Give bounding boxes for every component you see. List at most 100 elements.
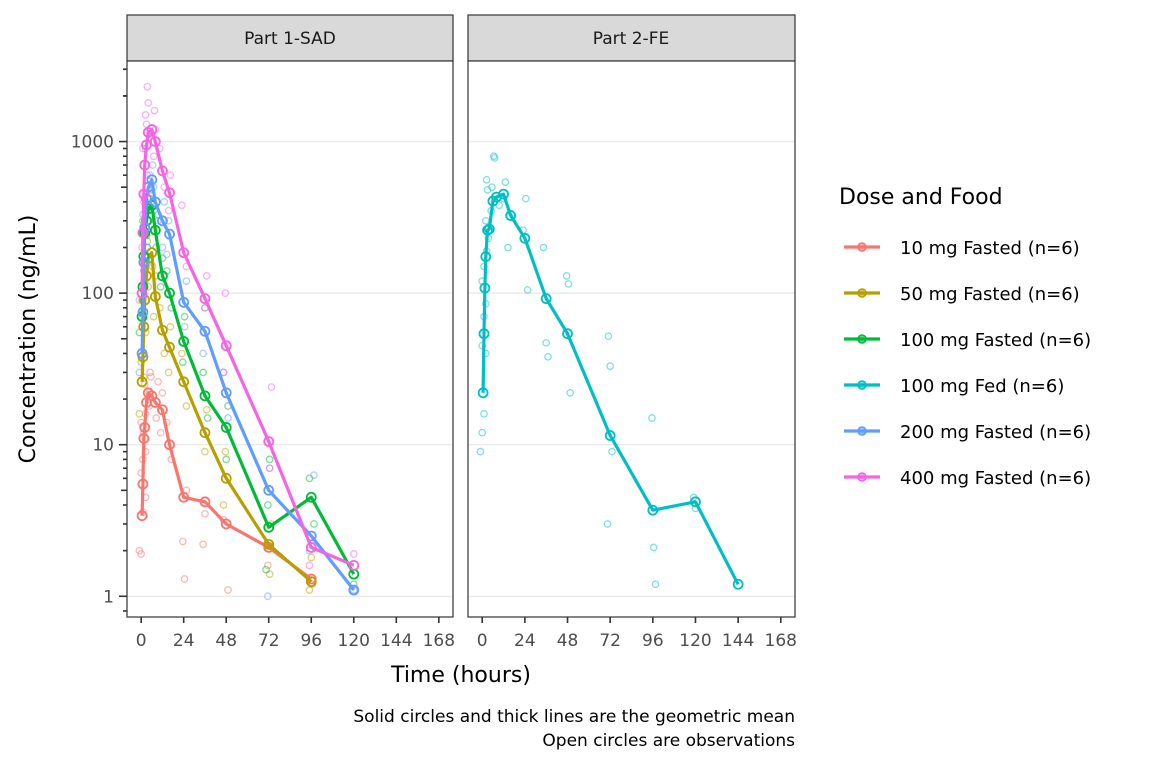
mean-point	[732, 578, 744, 590]
mean-line	[140, 128, 355, 567]
observation-point	[521, 194, 530, 203]
mean-point	[164, 287, 175, 299]
mean-point	[263, 538, 275, 550]
x-tick-label: 144	[722, 631, 754, 651]
legend-label: 400 mg Fasted (n=6)	[900, 468, 1091, 489]
observation-point	[649, 543, 658, 552]
mean-point	[348, 584, 360, 596]
observation-point	[203, 414, 212, 422]
mean-point	[157, 404, 168, 416]
mean-point	[483, 223, 495, 235]
mean-point	[482, 224, 493, 236]
observation-point	[305, 561, 314, 570]
mean-point	[348, 559, 360, 571]
observation-point	[141, 111, 150, 119]
mean-point	[149, 136, 161, 147]
observation-point	[310, 520, 318, 528]
mean-point	[136, 287, 148, 299]
mean-point	[157, 324, 168, 336]
observation-point	[480, 409, 488, 418]
observation-point	[221, 447, 230, 456]
legend-entry: 400 mg Fasted (n=6)	[844, 468, 1091, 489]
legend-entry: 100 mg Fasted (n=6)	[844, 330, 1091, 351]
mean-point	[263, 521, 275, 533]
mean-point	[136, 348, 148, 359]
x-tick-label: 0	[136, 631, 147, 651]
x-axis-part1: 0 24 48 72 96 120 144 168	[136, 617, 455, 651]
observation-point	[349, 550, 358, 558]
mean-point	[136, 376, 148, 388]
y-tick-label: 100	[82, 284, 114, 304]
x-tick-label: 96	[642, 631, 664, 651]
legend-key-point	[857, 380, 867, 390]
observation-point	[135, 409, 144, 418]
observation-point	[482, 175, 491, 184]
observation-point	[178, 358, 187, 367]
observation-point	[310, 471, 318, 479]
observation-point	[202, 272, 211, 280]
legend-entry: 10 mg Fasted (n=6)	[844, 238, 1080, 259]
mean-point	[220, 387, 232, 399]
mean-point	[647, 504, 659, 516]
mean-point	[139, 159, 151, 171]
legend-key-point	[857, 334, 867, 344]
mean-point	[137, 306, 149, 318]
gridlines-part2	[468, 140, 795, 597]
mean-point	[479, 282, 491, 294]
panel-bg-part1	[127, 61, 453, 617]
legend-label: 50 mg Fasted (n=6)	[900, 284, 1080, 305]
observation-point	[149, 152, 158, 161]
x-tick-label: 72	[258, 631, 280, 651]
strip-part1	[126, 14, 454, 62]
mean-point	[157, 215, 168, 227]
mean-point	[199, 390, 211, 402]
observation-point	[504, 243, 512, 252]
legend-entry: 100 mg Fed (n=6)	[844, 376, 1064, 397]
mean-point	[141, 139, 152, 151]
y-tick-label: 1	[103, 587, 114, 607]
mean-point	[690, 496, 701, 508]
observation-point	[182, 402, 191, 410]
legend-label: 10 mg Fasted (n=6)	[900, 238, 1080, 259]
mean-point	[305, 542, 317, 553]
x-tick-label: 120	[338, 631, 370, 651]
panel-part2-fe: Part 2-FE 0 24 48 72 96 120 144 168	[467, 14, 797, 651]
x-tick-label: 0	[477, 631, 488, 651]
panel-part1-sad: Part 1-SAD 0 24 48 72 96 120 144 168	[126, 14, 455, 651]
mean-point	[505, 210, 517, 221]
observation-point	[156, 283, 165, 291]
x-tick-label: 168	[765, 631, 797, 651]
legend-key-point	[857, 242, 867, 252]
mean-point	[263, 484, 275, 496]
observation-point	[648, 414, 656, 422]
panel-bg-part2	[468, 61, 795, 617]
mean-point	[146, 124, 158, 135]
caption-line-2: Open circles are observations	[542, 731, 795, 751]
mean-point	[178, 491, 190, 503]
means-part1	[136, 124, 360, 596]
observation-point	[178, 349, 186, 358]
observation-point	[166, 322, 175, 331]
observation-point	[166, 171, 175, 180]
observation-point	[180, 312, 189, 321]
mean-point	[477, 387, 489, 399]
observation-point	[178, 537, 187, 546]
legend-label: 100 mg Fasted (n=6)	[900, 330, 1091, 351]
mean-point	[480, 251, 492, 263]
observation-point	[562, 272, 571, 280]
mean-point	[220, 422, 232, 433]
observation-point	[162, 250, 171, 259]
mean-point	[178, 247, 190, 259]
mean-point	[199, 325, 211, 337]
legend-key-point	[857, 472, 867, 482]
mean-point	[178, 376, 190, 388]
mean-point	[149, 291, 161, 302]
x-tick-label: 168	[423, 631, 455, 651]
observation-point	[488, 183, 496, 192]
mean-point	[498, 188, 509, 200]
observation-point	[603, 520, 612, 528]
x-tick-label: 48	[557, 631, 579, 651]
observation-point	[349, 586, 358, 594]
x-axis-part2: 0 24 48 72 96 120 144 168	[477, 617, 797, 651]
legend-entry: 50 mg Fasted (n=6)	[844, 284, 1080, 305]
